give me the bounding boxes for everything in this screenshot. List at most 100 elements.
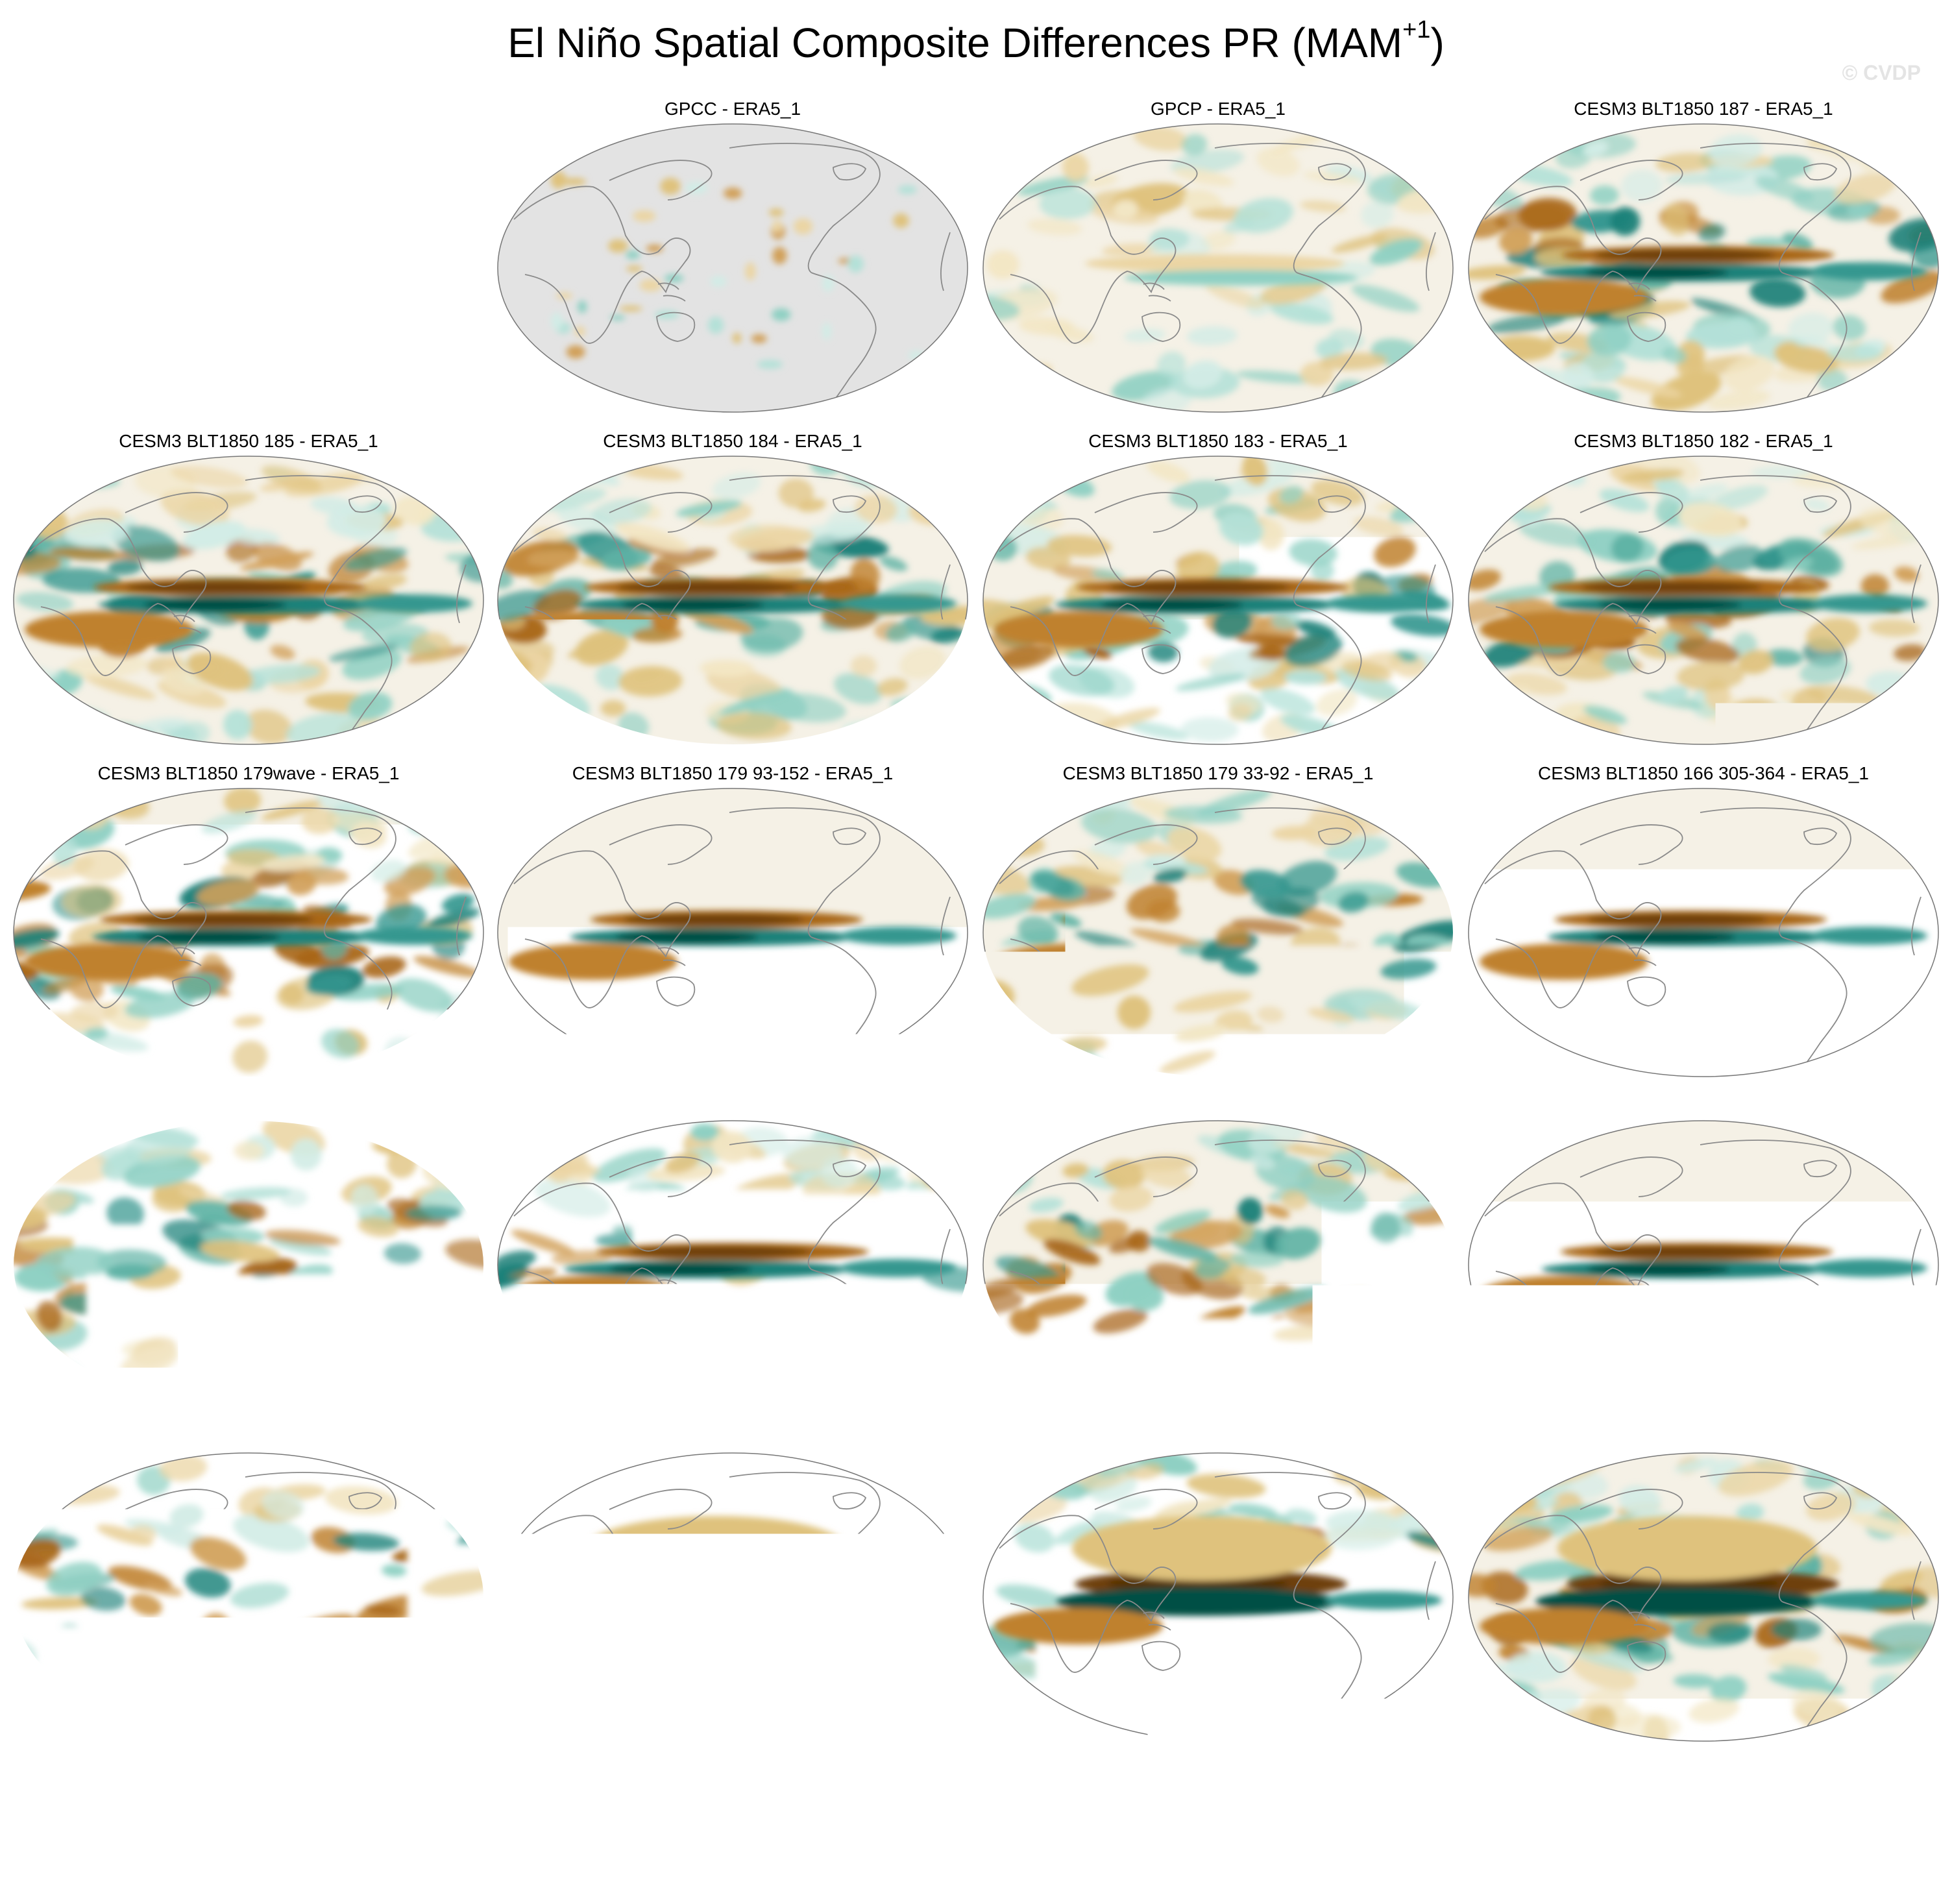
- panel-title: CESM2 piControl B - ERA5_1: [981, 1426, 1455, 1450]
- map-panel: GPCC - ERA5_1: [496, 97, 970, 414]
- colorbar-tick-label: -5: [397, 1812, 424, 1849]
- colorbar-swatch: [599, 1784, 662, 1812]
- colorbar-swatch: [662, 1784, 725, 1812]
- colorbar-swatch: [788, 1784, 851, 1812]
- colorbar: [348, 1783, 1604, 1813]
- map-panel: CESM2 piControl D - ERA5_1: [12, 1426, 485, 1743]
- map-panel: CESM3 BLT1850 166 305-364 - ERA5_1: [1467, 762, 1940, 1079]
- colorbar-swatch: [850, 1784, 913, 1812]
- world-map: [981, 1451, 1455, 1743]
- panel-title: CESM3 BLT1850 179wave - ERA5_1: [12, 762, 485, 785]
- world-map: [496, 1119, 970, 1411]
- world-map: [1467, 1451, 1940, 1743]
- colorbar-swatch: [1416, 1784, 1479, 1812]
- panel-title: CESM2 piControl A - ERA5_1: [1467, 1426, 1940, 1450]
- colorbar-swatch: [474, 1784, 537, 1812]
- panel-title: CESM3 BLT1850 179 33-92 - ERA5_1: [981, 762, 1455, 785]
- colorbar-tick-label: .1: [1027, 1812, 1051, 1849]
- map-panel: CESM2 piControl B - ERA5_1: [981, 1426, 1455, 1743]
- panel-title: CESM3 BLT1850 166 125-184 - ERA5_1: [981, 1094, 1455, 1117]
- map-panel: CESM3 BLT1850 166 65-124 - ERA5_1: [1467, 1094, 1940, 1411]
- world-map: [981, 787, 1455, 1079]
- colorbar-tick-label: -.1: [896, 1812, 931, 1849]
- colorbar-tick-label: -1: [649, 1812, 676, 1849]
- panel-title: CESM2 piControl D - ERA5_1: [12, 1426, 485, 1450]
- colorbar-swatch: [1227, 1784, 1290, 1812]
- colorbar-tick-label: 1: [1282, 1812, 1299, 1849]
- world-map: [12, 787, 485, 1079]
- colorbar-swatch: [913, 1784, 976, 1812]
- colorbar-tick-label: 0: [968, 1812, 984, 1849]
- world-map: [12, 454, 485, 746]
- world-map: [981, 1119, 1455, 1411]
- world-map: [12, 1119, 485, 1411]
- colorbar-swatch: [1353, 1784, 1416, 1812]
- world-map: [981, 122, 1455, 414]
- colorbar-units: mm/day: [0, 1846, 1952, 1885]
- map-panel: GPCP - ERA5_1: [981, 97, 1455, 414]
- colorbar-swatch: [536, 1784, 599, 1812]
- panel-title: CESM3 BLT1850 166 65-124 - ERA5_1: [1467, 1094, 1940, 1117]
- panel-title: CESM3 BLT1850 166 185-244 - ERA5_1: [496, 1094, 970, 1117]
- panel-title: CESM3 BLT1850 166 245-304 - ERA5_1: [12, 1094, 485, 1117]
- colorbar-tick-label: .5: [1152, 1812, 1177, 1849]
- panel-title: CESM3 BLT1850 183 - ERA5_1: [981, 430, 1455, 453]
- map-panel: CESM3 BLT1850 179 33-92 - ERA5_1: [981, 762, 1455, 1079]
- colorbar-swatch: [1541, 1784, 1604, 1812]
- world-map: [981, 454, 1455, 746]
- map-panel: CESM3 BLT1850 166 245-304 - ERA5_1: [12, 1094, 485, 1411]
- colorbar-tick-label: 2: [1345, 1812, 1361, 1849]
- map-panel: CESM3 BLT1850 179wave - ERA5_1: [12, 762, 485, 1079]
- colorbar-swatch: [1102, 1784, 1165, 1812]
- colorbar-tick-label: .25: [1081, 1812, 1123, 1849]
- map-panel: CESM3 BLT1850 184 - ERA5_1: [496, 430, 970, 746]
- colorbar-swatch: [1164, 1784, 1227, 1812]
- map-panel: CESM3 BLT1850 166 185-244 - ERA5_1: [496, 1094, 970, 1411]
- panel-title: CESM2 piControl C - ERA5_1: [496, 1426, 970, 1450]
- colorbar-swatch: [725, 1784, 788, 1812]
- panel-title: CESM3 BLT1850 179 93-152 - ERA5_1: [496, 762, 970, 785]
- world-map: [496, 787, 970, 1079]
- panel-title: GPCC - ERA5_1: [496, 97, 970, 121]
- colorbar-swatch: [1478, 1784, 1541, 1812]
- colorbar-tick-label: -2: [586, 1812, 613, 1849]
- colorbar-tick-label: -3: [523, 1812, 550, 1849]
- panel-title: CESM3 BLT1850 166 305-364 - ERA5_1: [1467, 762, 1940, 785]
- colorbar-tick-label: 4: [1470, 1812, 1487, 1849]
- colorbar-swatch: [411, 1784, 474, 1812]
- world-map: [1467, 787, 1940, 1079]
- world-map: [1467, 454, 1940, 746]
- colorbar-tick-label: 3: [1408, 1812, 1424, 1849]
- panel-title: CESM3 BLT1850 184 - ERA5_1: [496, 430, 970, 453]
- panel-title: CESM3 BLT1850 187 - ERA5_1: [1467, 97, 1940, 121]
- colorbar-tick-label: -4: [460, 1812, 487, 1849]
- map-panel: CESM2 piControl C - ERA5_1: [496, 1426, 970, 1743]
- world-map: [496, 122, 970, 414]
- colorbar-tick-label: -.25: [825, 1812, 876, 1849]
- colorbar-tick-label: 5: [1533, 1812, 1550, 1849]
- map-panel: CESM3 BLT1850 166 125-184 - ERA5_1: [981, 1094, 1455, 1411]
- cvdp-watermark: © CVDP: [1842, 61, 1921, 85]
- colorbar-swatch: [1039, 1784, 1102, 1812]
- colorbar-labels: -5 -4 -3 -2 -1 -.75 -.5 -.25 -.1 0 .1 .25 .5 .75 1 2 3 4 5: [0, 1812, 1952, 1851]
- panel-title: GPCP - ERA5_1: [981, 97, 1455, 121]
- world-map: [496, 1451, 970, 1743]
- map-panel: CESM3 BLT1850 179 93-152 - ERA5_1: [496, 762, 970, 1079]
- map-panel: CESM3 BLT1850 183 - ERA5_1: [981, 430, 1455, 746]
- colorbar-tick-label: -.5: [770, 1812, 805, 1849]
- world-map: [496, 454, 970, 746]
- world-map: [1467, 1119, 1940, 1411]
- colorbar-swatch: [1290, 1784, 1353, 1812]
- map-panel: CESM3 BLT1850 187 - ERA5_1: [1467, 97, 1940, 414]
- figure-title: El Niño Spatial Composite Differences PR…: [0, 17, 1952, 69]
- colorbar-swatch: [348, 1784, 411, 1812]
- colorbar-swatch: [976, 1784, 1039, 1812]
- map-panel: CESM3 BLT1850 182 - ERA5_1: [1467, 430, 1940, 746]
- panel-title: CESM3 BLT1850 185 - ERA5_1: [12, 430, 485, 453]
- colorbar-tick-label: -.75: [699, 1812, 750, 1849]
- colorbar-tick-label: .75: [1206, 1812, 1248, 1849]
- world-map: [12, 1451, 485, 1743]
- map-panel: CESM2 piControl A - ERA5_1: [1467, 1426, 1940, 1743]
- world-map: [1467, 122, 1940, 414]
- map-panel: CESM3 BLT1850 185 - ERA5_1: [12, 430, 485, 746]
